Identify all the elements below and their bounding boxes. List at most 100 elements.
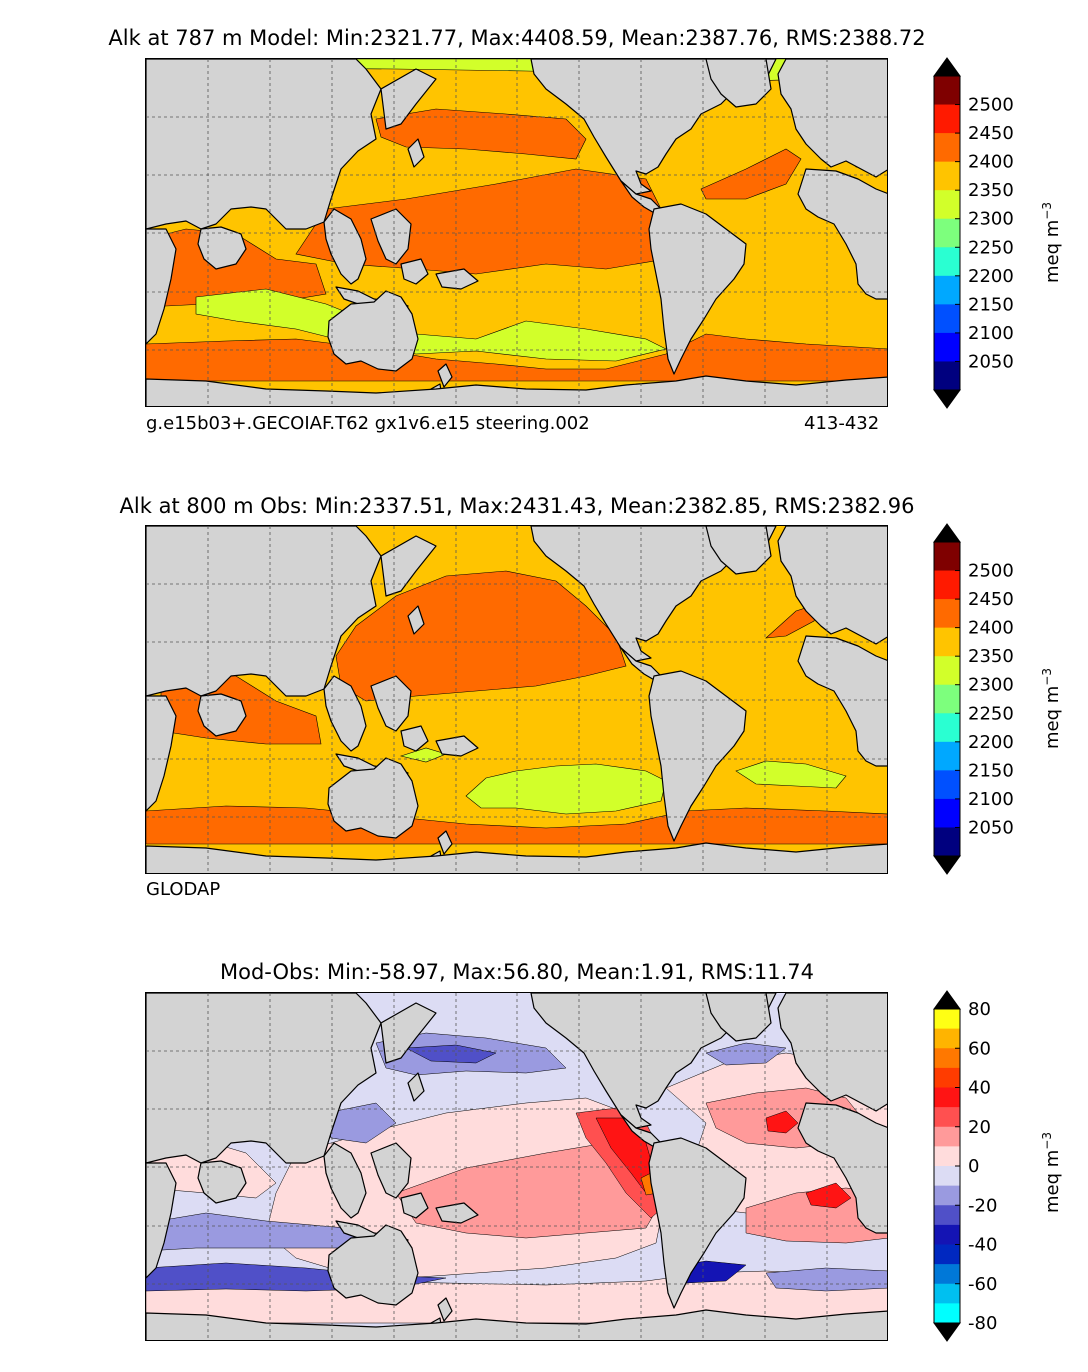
panel3-unit-exp: −3 [1040, 1132, 1054, 1150]
panel1-map [145, 58, 888, 407]
panel1-colorbar-over-triangle [933, 57, 961, 77]
panel3-natl-red [765, 1110, 799, 1134]
panel3-colorbar-segment [934, 1067, 960, 1088]
panel2-colorbar-segment [934, 713, 960, 743]
panel2-unit-text: meq m [1042, 685, 1063, 749]
panel2-colorbar-segment [934, 684, 960, 714]
panel3-colorbar-segment [934, 1205, 960, 1226]
panel2-colorbar-label: 2500 [968, 561, 1014, 582]
panel2-footer-left: GLODAP [146, 879, 221, 900]
panel2-colorbar-segment [934, 599, 960, 629]
panel3-colorbar-label: 40 [968, 1078, 991, 1099]
panel3-gridlines [146, 993, 887, 1340]
panel2-colorbar: 2050 2100 2150 2200 2250 2300 2350 2400 2450 2500 [933, 523, 1024, 880]
panel1-colorbar-label: 2450 [968, 123, 1014, 144]
panel3-colorbar-segment [934, 1283, 960, 1304]
panel3-colorbar-segment [934, 1303, 960, 1324]
panel3-colorbar-label: -80 [968, 1313, 997, 1334]
panel1-colorbar-under-triangle [933, 389, 961, 409]
panel3-colorbar-segment [934, 1028, 960, 1049]
panel3-colorbar-segment [934, 1048, 960, 1069]
panel3-colorbar-segment [934, 1107, 960, 1128]
panel2-colorbar-label: 2200 [968, 732, 1014, 753]
panel1-colorbar-segment [934, 275, 960, 305]
panel1-natl-orange [700, 148, 802, 200]
panel2-unit-exp: −3 [1040, 668, 1054, 686]
panel1-colorbar-segment [934, 76, 960, 106]
panel3-colorbar-label: 0 [968, 1156, 979, 1177]
panel3-colorbar-label: 20 [968, 1117, 991, 1138]
panel3-colorbar-segment [934, 1009, 960, 1030]
panel1-colorbar-segment [934, 104, 960, 134]
panel3-colorbar-segment [934, 1224, 960, 1245]
panel1-unit-text: meq m [1042, 219, 1063, 283]
panel2-colorbar-label: 2050 [968, 817, 1014, 838]
panel1-colorbar-label: 2350 [968, 180, 1014, 201]
panel2-satl-yellowgreen [735, 760, 847, 789]
panel2-colorbar-unit: meq m−3 [1040, 668, 1063, 749]
panel1-colorbar: 2050 2100 2150 2200 2250 2300 2350 2400 2450 2500 [933, 57, 1024, 414]
panel2-colorbar-segment [934, 542, 960, 572]
panel2-title: Alk at 800 m Obs: Min:2337.51, Max:2431.… [119, 494, 915, 518]
panel1-title: Alk at 787 m Model: Min:2321.77, Max:440… [108, 26, 926, 50]
panel3-colorbar-segment [934, 1166, 960, 1187]
panel1-footer-right: 413-432 [804, 413, 880, 434]
panel2-colorbar-label: 2250 [968, 703, 1014, 724]
panel2-colorbar-label: 2450 [968, 589, 1014, 610]
panel1-colorbar-unit: meq m−3 [1040, 202, 1063, 283]
panel2-colorbar-label: 2150 [968, 760, 1014, 781]
panel3-unit-text: meq m [1042, 1149, 1063, 1213]
panel1-colorbar-segment [934, 218, 960, 248]
panel3-colorbar-label: -60 [968, 1274, 997, 1295]
panel3-colorbar-segment [934, 1244, 960, 1265]
panel2-colorbar-segment [934, 627, 960, 657]
panel2-colorbar-label: 2300 [968, 675, 1014, 696]
panel3-map [145, 992, 888, 1341]
panel1-colorbar-label: 2100 [968, 323, 1014, 344]
panel3-so-east-blue [765, 1267, 887, 1292]
panel1-colorbar-segment [934, 332, 960, 362]
panel1-unit-exp: −3 [1040, 202, 1054, 220]
panel2-colorbar-segment [934, 798, 960, 828]
panel1-colorbar-label: 2200 [968, 266, 1014, 287]
panel2-southern-orange [146, 805, 887, 845]
panel3-colorbar-segment [934, 1185, 960, 1206]
panel2-colorbar-segment [934, 741, 960, 771]
panel3-colorbar-label: -20 [968, 1195, 997, 1216]
panel1-colorbar-segment [934, 361, 960, 391]
panel2-colorbar-under-triangle [933, 855, 961, 875]
panel3-colorbar-segment [934, 1264, 960, 1285]
panel3-colorbar-label: -40 [968, 1235, 997, 1256]
panel3-colorbar-unit: meq m−3 [1040, 1132, 1063, 1213]
panel1-colorbar-label: 2250 [968, 237, 1014, 258]
panel3-satl-red [805, 1182, 852, 1209]
panel2-colorbar-segment [934, 570, 960, 600]
panel1-colorbar-label: 2500 [968, 95, 1014, 116]
panel1-colorbar-segment [934, 247, 960, 277]
panel2-colorbar-label: 2100 [968, 789, 1014, 810]
panel3-colorbar: -80 -60 -40 -20 0 20 40 60 80 [933, 990, 1024, 1347]
panel1-colorbar-segment [934, 161, 960, 191]
panel3-title: Mod-Obs: Min:-58.97, Max:56.80, Mean:1.9… [220, 960, 814, 984]
panel2-colorbar-label: 2400 [968, 618, 1014, 639]
panel1-colorbar-label: 2300 [968, 209, 1014, 230]
panel1-colorbar-segment [934, 304, 960, 334]
panel2-colorbar-segment [934, 656, 960, 686]
panel2-colorbar-over-triangle [933, 523, 961, 543]
panel3-natl-blue [705, 1042, 787, 1066]
panel2-colorbar-segment [934, 770, 960, 800]
panel2-colorbar-label: 2350 [968, 646, 1014, 667]
panel1-gridlines [146, 59, 887, 406]
panel3-colorbar-under-triangle [933, 1322, 961, 1342]
panel2-colorbar-segment [934, 827, 960, 857]
panel1-colorbar-label: 2050 [968, 351, 1014, 372]
panel1-colorbar-label: 2400 [968, 152, 1014, 173]
panel3-colorbar-over-triangle [933, 990, 961, 1010]
panel3-colorbar-label: 60 [968, 1038, 991, 1059]
panel3-colorbar-segment [934, 1146, 960, 1167]
panel3-colorbar-segment [934, 1087, 960, 1108]
panel1-colorbar-segment [934, 133, 960, 163]
panel1-footer-left: g.e15b03+.GECOIAF.T62 gx1v6.e15 steering… [146, 413, 590, 434]
panel1-colorbar-label: 2150 [968, 294, 1014, 315]
panel1-npac-orange [375, 108, 587, 160]
